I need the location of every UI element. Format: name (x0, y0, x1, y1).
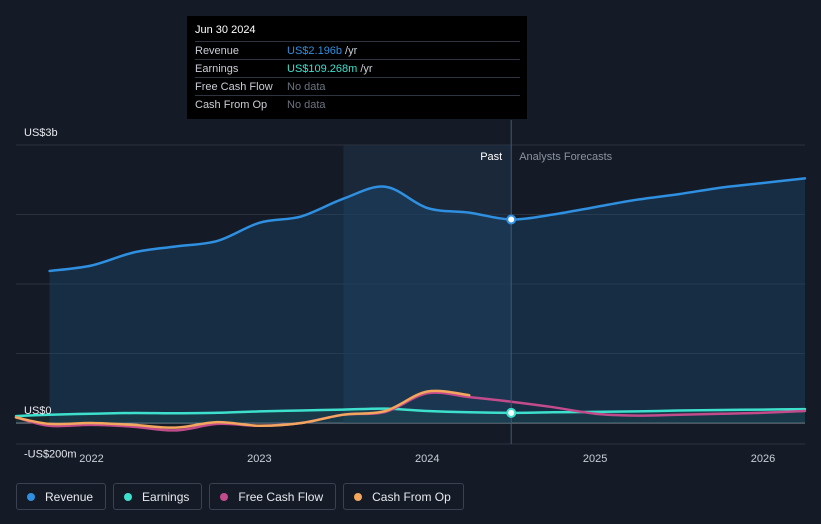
legend-item-revenue[interactable]: Revenue (16, 483, 107, 510)
x-axis-labels: 2022 2023 2024 2025 2026 (79, 453, 775, 465)
y-tick-label: US$3b (24, 127, 58, 139)
tooltip: Jun 30 2024 Revenue US$2.196b /yr Earnin… (187, 16, 527, 119)
tooltip-label: Revenue (195, 44, 240, 57)
cash-from-op-line (14, 389, 471, 429)
tooltip-label: Cash From Op (195, 98, 268, 111)
revenue-marker (506, 214, 517, 225)
legend-item-earnings[interactable]: Earnings (113, 483, 203, 510)
legend-item-cash-from-op[interactable]: Cash From Op (343, 483, 464, 510)
legend-dot-icon (220, 492, 229, 501)
revenue-area (49, 178, 806, 423)
tooltip-row-cash-from-op: Cash From Op No data (195, 95, 520, 113)
tooltip-row-free-cash-flow: Free Cash Flow No data (195, 77, 520, 95)
earnings-line (14, 407, 807, 418)
series-lines (14, 177, 807, 432)
y-tick-label: -US$200m (24, 449, 77, 461)
legend-dot-icon (27, 492, 35, 501)
tooltip-value: US$109.268m (287, 62, 358, 75)
tooltip-value: No data (287, 98, 326, 111)
earnings-marker (506, 407, 517, 418)
tooltip-label: Earnings (195, 62, 239, 75)
tooltip-row-earnings: Earnings US$109.268m /yr (195, 59, 520, 77)
tooltip-value: No data (287, 80, 326, 93)
legend-dot-icon (124, 492, 133, 501)
legend-label: Free Cash Flow (238, 489, 324, 504)
legend-label: Cash From Op (372, 489, 451, 504)
legend: Revenue Earnings Free Cash Flow Cash Fro… (16, 483, 464, 510)
forecast-label: Analysts Forecasts (519, 151, 612, 163)
tooltip-value: US$2.196b (287, 44, 343, 57)
revenue-line (48, 177, 807, 273)
series-areas (16, 178, 806, 423)
legend-label: Earnings (142, 489, 190, 504)
x-tick-label: 2023 (247, 453, 271, 465)
past-highlight-band (343, 145, 512, 423)
legend-dot-icon (354, 492, 363, 501)
x-tick-label: 2026 (751, 453, 775, 465)
tooltip-label: Free Cash Flow (195, 80, 273, 93)
past-label: Past (480, 151, 502, 163)
tooltip-date: Jun 30 2024 (195, 24, 256, 36)
series-markers (506, 214, 517, 418)
x-tick-label: 2025 (583, 453, 607, 465)
y-tick-label: US$0 (24, 405, 52, 417)
tooltip-unit: /yr (345, 44, 358, 57)
tooltip-unit: /yr (360, 62, 373, 75)
legend-item-free-cash-flow[interactable]: Free Cash Flow (209, 483, 337, 510)
x-tick-label: 2022 (79, 453, 103, 465)
y-axis-labels: US$3b US$0 -US$200m (24, 127, 77, 461)
legend-label: Revenue (45, 489, 94, 504)
x-tick-label: 2024 (415, 453, 439, 465)
tooltip-row-revenue: Revenue US$2.196b /yr (195, 41, 520, 59)
